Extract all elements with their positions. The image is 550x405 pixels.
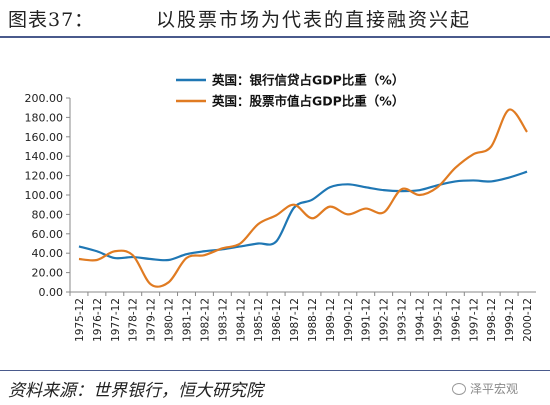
y-tick-label: 100.00 — [25, 189, 64, 202]
x-axis: 1975-12 1976-12 1977-12 1978-12 1979-12 1980-… — [69, 291, 536, 342]
x-tick-label: 1987-12 — [289, 298, 301, 342]
x-tick-label: 1978-12 — [128, 298, 140, 342]
y-tick-label: 0.00 — [39, 286, 64, 299]
y-tick-label: 40.00 — [32, 247, 64, 260]
x-tick-label: 1994-12 — [415, 298, 427, 342]
x-tick-label: 1995-12 — [432, 298, 444, 342]
x-tick-label: 1989-12 — [325, 298, 337, 342]
watermark-text: 泽平宏观 — [470, 382, 519, 396]
x-tick-label: 1982-12 — [199, 298, 211, 342]
x-tick-label: 1981-12 — [182, 298, 194, 342]
x-tick-label: 2000-12 — [522, 298, 534, 342]
x-tick-label: 1986-12 — [271, 298, 283, 342]
y-tick-label: 180.00 — [25, 111, 64, 124]
x-tick-label: 1988-12 — [307, 298, 319, 342]
chart-legend: 英国：银行信贷占GDP比重（%） 英国：股票市值占GDP比重（%） — [176, 73, 404, 109]
figure-label: 图表37： — [8, 9, 95, 31]
title-bar: 图表37： 以股票市场为代表的直接融资兴起 — [0, 0, 550, 38]
y-tick-label: 160.00 — [25, 131, 64, 144]
x-tick-label: 1977-12 — [110, 298, 122, 342]
y-tick-label: 60.00 — [32, 228, 64, 241]
x-tick-label: 1975-12 — [74, 298, 86, 342]
x-tick-label: 1990-12 — [343, 298, 355, 342]
y-tick-label: 20.00 — [32, 267, 64, 280]
figure-title: 以股票市场为代表的直接融资兴起 — [156, 9, 472, 31]
x-tick-label: 1992-12 — [379, 298, 391, 342]
legend-label-1: 英国：银行信贷占GDP比重（%） — [212, 73, 404, 88]
source-note: 资料来源：世界银行，恒大研究院 — [8, 381, 263, 401]
y-tick-label: 120.00 — [25, 170, 64, 183]
x-tick-label: 1980-12 — [164, 298, 176, 342]
y-axis: 0.00 20.00 40.00 60.00 80.00 100.00 120.00 140.… — [25, 92, 71, 299]
watermark: 泽平宏观 — [452, 380, 518, 397]
x-tick-label: 1996-12 — [450, 298, 462, 342]
x-tick-label: 1993-12 — [397, 298, 409, 342]
x-tick-label: 1998-12 — [486, 298, 498, 342]
x-tick-label: 1976-12 — [92, 298, 104, 342]
x-tick-label: 1985-12 — [253, 298, 265, 342]
y-tick-label: 80.00 — [32, 208, 64, 221]
line-chart: 英国：银行信贷占GDP比重（%） 英国：股票市值占GDP比重（%） 0.00 20.… — [25, 73, 536, 342]
x-tick-label: 1983-12 — [217, 298, 229, 342]
wechat-icon — [452, 382, 466, 395]
footer-rule — [0, 370, 550, 371]
x-tick-label: 1984-12 — [235, 298, 247, 342]
series-line-2 — [78, 108, 528, 288]
series-lines — [78, 108, 528, 288]
legend-label-2: 英国：股票市值占GDP比重（%） — [212, 94, 404, 109]
x-tick-label: 1979-12 — [146, 298, 158, 342]
y-tick-label: 200.00 — [25, 92, 64, 105]
x-tick-label: 1997-12 — [468, 298, 480, 342]
x-tick-label: 1999-12 — [504, 298, 516, 342]
series-line-1 — [78, 170, 528, 262]
x-tick-label: 1991-12 — [361, 298, 373, 342]
y-tick-label: 140.00 — [25, 150, 64, 163]
